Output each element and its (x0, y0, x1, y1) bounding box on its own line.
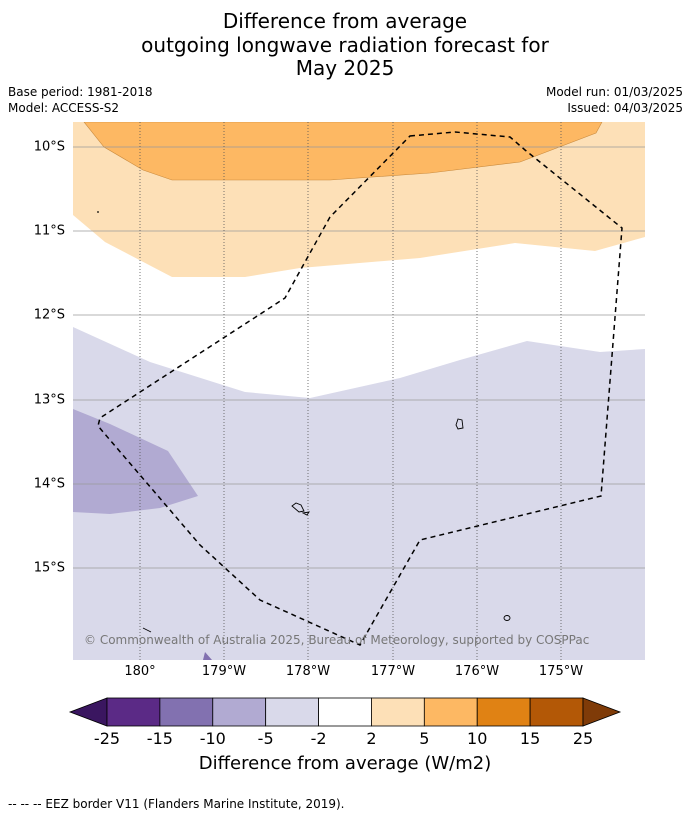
colorbar-tick-label: -5 (257, 729, 274, 748)
issued-date: Issued: 04/03/2025 (567, 101, 683, 115)
model-name: Model: ACCESS-S2 (8, 101, 120, 115)
lat-label-15s: 15°S (33, 560, 65, 576)
anomaly-region-medium-purple (73, 409, 198, 514)
title-line-3: May 2025 (295, 56, 395, 80)
colorbar-segment (265, 697, 319, 727)
anomaly-region-orange (83, 122, 603, 181)
island-wallis (455, 418, 464, 430)
colorbar (68, 697, 622, 727)
colorbar-tick-label: -15 (146, 729, 173, 748)
footer-eez-note: -- -- -- EEZ border V11 (Flanders Marine… (8, 797, 345, 811)
colorbar-segment (159, 697, 214, 727)
lat-label-11s: 11°S (33, 223, 65, 239)
lon-label-176w: 176°W (454, 664, 500, 679)
colorbar-segment (529, 697, 584, 727)
title-line-1: Difference from average (222, 9, 468, 33)
lon-label-178w: 178°W (285, 664, 331, 679)
island-small (503, 615, 511, 621)
base-period: Base period: 1981-2018 (8, 85, 153, 99)
colorbar-tick-label: 5 (419, 729, 430, 748)
island-futuna (291, 502, 310, 516)
colorbar-tick-label: -2 (310, 729, 327, 748)
colorbar-arrow-min (68, 697, 108, 727)
colorbar-tick-label: 25 (572, 729, 594, 748)
lat-gridlines (73, 146, 645, 569)
map-plot-area (73, 122, 645, 660)
colorbar-tick-label: 10 (467, 729, 488, 748)
colorbar-tick-label: -25 (93, 729, 121, 748)
lon-label-175w: 175°W (538, 664, 584, 679)
colorbar-segment (476, 697, 531, 727)
title-line-2: outgoing longwave radiation forecast for (141, 33, 549, 57)
colorbar-tick-label: 15 (519, 729, 541, 748)
lat-label-12s: 12°S (33, 307, 65, 323)
model-run: Model run: 01/03/2025 (545, 85, 683, 99)
eez-border (97, 131, 623, 646)
colorbar-segment (212, 697, 267, 727)
colorbar-tick-label: 2 (366, 729, 377, 748)
lon-label-179w: 179°W (201, 664, 247, 679)
colorbar-segment (423, 697, 478, 727)
lat-label-10s: 10°S (33, 139, 65, 155)
copyright-notice: © Commonwealth of Australia 2025, Bureau… (84, 633, 590, 647)
lon-label-177w: 177°W (370, 664, 416, 679)
colorbar-tick-label: -10 (199, 729, 226, 748)
lat-label-13s: 13°S (33, 392, 65, 408)
anomaly-region-light-purple (73, 327, 645, 660)
colorbar-title: Difference from average (W/m2) (198, 753, 492, 774)
lat-label-14s: 14°S (33, 476, 65, 492)
colorbar-segment (318, 697, 372, 727)
colorbar-segment (106, 697, 161, 727)
colorbar-segment (371, 697, 425, 727)
lon-label-180: 180° (124, 664, 156, 679)
colorbar-arrow-max (582, 697, 622, 727)
